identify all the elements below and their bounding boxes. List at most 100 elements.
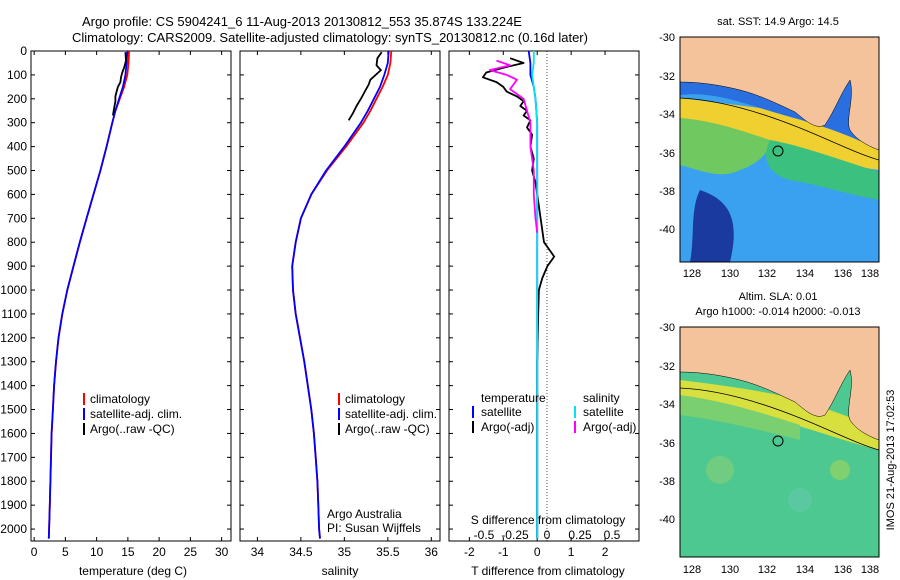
sla-eddy [788, 488, 812, 512]
x-tick-label: 34 [251, 545, 265, 559]
x-tick-label: 20 [152, 545, 166, 559]
difference-legend: temperature salinity satellite Argo(-adj… [472, 391, 636, 434]
legend-label: satellite [481, 405, 522, 419]
sla-xtick: 132 [758, 564, 776, 576]
sla-eddy [830, 460, 850, 480]
depth-tick-label: 300 [7, 116, 27, 130]
x-tick-label: 10 [90, 545, 104, 559]
s-tick: -0.5 [474, 528, 495, 542]
salinity-legend: climatology satellite-adj. clim. Argo(..… [327, 392, 437, 535]
header-line2: Climatology: CARS2009. Satellite-adjuste… [72, 30, 588, 45]
salinity-axes [239, 50, 441, 542]
temperature-series [47, 51, 130, 539]
series-line [47, 51, 130, 539]
series-line [531, 51, 539, 539]
sla-mid-band [680, 395, 800, 440]
legend-label: satellite [583, 405, 624, 419]
sst-xtick: 134 [796, 268, 814, 280]
series-line [488, 59, 539, 233]
sla-xtick: 128 [683, 564, 701, 576]
depth-tick-label: 1400 [0, 379, 27, 393]
difference-series [481, 51, 556, 539]
series-line [112, 52, 127, 116]
x-tick-label: 0 [534, 545, 541, 559]
temperature-xlabel: temperature (deg C) [79, 564, 187, 578]
sla-ytick: -38 [659, 476, 675, 488]
legend-label: Argo(-adj) [481, 420, 534, 434]
institution-note: Argo Australia [327, 507, 402, 521]
legend-header-temperature: temperature [481, 391, 546, 405]
x-tick-label: 1 [568, 545, 575, 559]
sst-ytick: -36 [659, 148, 675, 160]
depth-tick-labels: 0 100 200 300 400 500 600 700 800 900 1000 1100 1200… [0, 44, 639, 536]
header-line1: Argo profile: CS 5904241_6 11-Aug-2013 2… [82, 14, 522, 29]
legend-label: Argo(..raw -QC) [90, 422, 175, 436]
sla-map-frame [679, 326, 880, 558]
sst-map [680, 37, 879, 262]
sst-map-frame [679, 36, 880, 263]
salinity-xlabel: salinity [322, 564, 359, 578]
sla-xtick: 134 [796, 564, 814, 576]
depth-tick-label: 1600 [0, 426, 27, 440]
depth-tick-label: 1100 [1, 307, 27, 321]
depth-tick-label: 600 [7, 187, 27, 201]
sst-ytick: -38 [659, 186, 675, 198]
sla-x-ticks: 128 130 132 134 136 138 [683, 564, 879, 576]
depth-tick-label: 200 [7, 92, 27, 106]
sst-xtick: 128 [683, 268, 701, 280]
s-tick: 0 [544, 528, 551, 542]
s-tick: -0.25 [501, 528, 529, 542]
sst-ytick: -40 [659, 224, 675, 236]
legend-header-salinity: salinity [583, 391, 620, 405]
footer-stamp: IMOS 21-Aug-2013 17:02:53 [885, 390, 897, 531]
sst-x-ticks: 128 130 132 134 136 138 [683, 268, 879, 280]
x-tick-label: 2 [602, 545, 609, 559]
sla-ytick: -34 [659, 399, 675, 411]
sst-ytick: -34 [659, 109, 675, 121]
depth-tick-label: 0 [20, 44, 27, 58]
depth-tick-label: 1700 [0, 450, 27, 464]
legend-label: satellite-adj. clim. [345, 407, 437, 421]
salinity-diff-ticks: -0.5 -0.25 0 0.25 0.5 [474, 528, 621, 542]
sla-ytick: -32 [659, 361, 675, 373]
series-line [291, 51, 393, 539]
depth-tick-label: 900 [7, 259, 27, 273]
depth-tick-label: 100 [7, 68, 27, 82]
depth-tick-label: 1000 [0, 283, 27, 297]
sla-map-title1: Altim. SLA: 0.01 [739, 291, 818, 303]
sla-map [680, 327, 879, 557]
sst-xtick: 130 [721, 268, 739, 280]
series-line [291, 51, 390, 539]
x-tick-label: 30 [215, 545, 229, 559]
depth-tick-label: 1500 [0, 403, 27, 417]
sst-cold-patch [690, 190, 734, 262]
depth-tick-label: 500 [7, 164, 27, 178]
x-tick-label: -2 [464, 545, 475, 559]
sla-xtick: 130 [721, 564, 739, 576]
sla-isobath [680, 387, 879, 451]
salinity-series [291, 51, 393, 539]
difference-xlabel: T difference from climatology [471, 564, 625, 578]
depth-tick-label: 1300 [0, 355, 27, 369]
sst-ytick: -32 [659, 71, 675, 83]
sst-ytick: -30 [659, 32, 675, 44]
x-tick-label: -1 [498, 545, 509, 559]
sla-land [680, 327, 879, 441]
legend-label: climatology [345, 392, 405, 406]
sst-xtick: 132 [758, 268, 776, 280]
sla-map-title2: Argo h1000: -0.014 h2000: -0.013 [695, 306, 860, 318]
difference-axes [448, 50, 640, 542]
depth-tick-label: 800 [7, 235, 27, 249]
legend-label: satellite-adj. clim. [90, 407, 182, 421]
sst-xtick: 138 [861, 268, 879, 280]
x-tick-label: 35 [338, 545, 352, 559]
series-line [47, 51, 129, 539]
temperature-x-ticks: 0 5 10 15 20 25 30 [31, 51, 229, 559]
legend-label: Argo(-adj) [583, 420, 636, 434]
sst-coastal-warm [680, 98, 879, 170]
x-tick-label: 0 [31, 545, 38, 559]
sst-isobath [680, 97, 879, 161]
x-tick-label: 35.5 [376, 545, 400, 559]
sla-xtick: 136 [834, 564, 852, 576]
